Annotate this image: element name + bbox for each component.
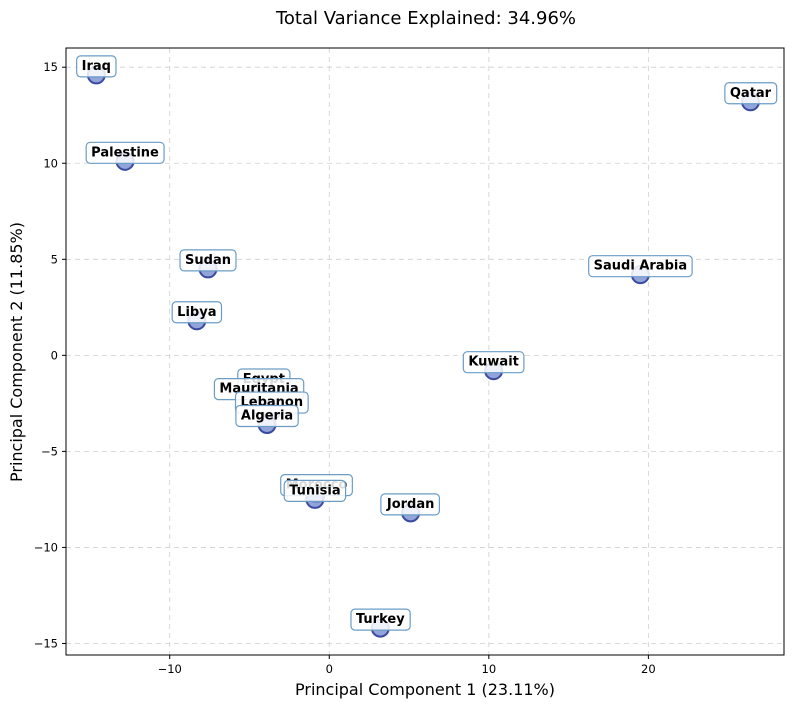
point-labels: Iraq Palestine Qatar Sudan Saudi Arabia Libya… — [76, 55, 778, 631]
point-label-box — [85, 141, 165, 164]
point-label-box — [462, 351, 525, 374]
point-label-box — [76, 55, 117, 78]
point-label: Libya — [171, 301, 223, 324]
point-label-text: Palestine — [91, 145, 159, 160]
point-label-box — [235, 404, 299, 428]
point-label-text: Saudi Arabia — [594, 259, 687, 274]
y-tick-label: −15 — [34, 636, 58, 650]
point-label-text: Qatar — [730, 86, 772, 101]
point-label-text: Turkey — [356, 612, 405, 627]
point-label-text: Algeria — [241, 408, 293, 423]
y-tick-label: −10 — [34, 540, 58, 554]
point-label-text: Tunisia — [289, 483, 340, 498]
point-label-text: Sudan — [185, 253, 231, 268]
point-label: Turkey — [350, 608, 411, 631]
data-points — [86, 65, 760, 638]
point-label: Kuwait — [462, 351, 525, 374]
y-tick-label: 10 — [43, 156, 58, 170]
chart-title: Total Variance Explained: 34.96% — [275, 8, 576, 29]
plot-frame — [65, 47, 785, 656]
x-tick-label: −10 — [158, 662, 182, 676]
point-label-box — [380, 493, 440, 516]
point-label-box — [724, 82, 778, 105]
point-label: Jordan — [380, 493, 440, 516]
y-tick-label: −5 — [41, 444, 58, 458]
x-axis-ticks: −10 0 10 20 — [158, 655, 656, 676]
point-label-box — [179, 249, 237, 272]
x-tick-label: 10 — [482, 662, 497, 676]
point-label: Iraq — [76, 55, 117, 78]
point-label-text: Kuwait — [468, 355, 519, 370]
point-label-text: Iraq — [82, 59, 111, 74]
y-axis-ticks: −15 −10 −5 0 5 10 15 — [34, 60, 66, 650]
point-label-box — [171, 301, 223, 324]
point-label-box — [283, 479, 347, 503]
x-tick-label: 20 — [641, 662, 656, 676]
y-axis-label: Principal Component 2 (11.85%) — [7, 222, 26, 482]
point-label-box — [588, 255, 693, 278]
grid-lines — [66, 48, 784, 655]
point-label-text: Libya — [177, 305, 216, 320]
y-tick-label: 0 — [51, 348, 58, 362]
x-tick-label: 0 — [326, 662, 333, 676]
point-label: Sudan — [179, 249, 237, 272]
y-tick-label: 15 — [43, 60, 58, 74]
point-label: Palestine — [85, 141, 165, 164]
point-label-text: Jordan — [386, 497, 435, 512]
point-label: Tunisia — [283, 479, 347, 503]
point-label: Qatar — [724, 82, 778, 105]
point-label: Algeria — [235, 404, 299, 428]
y-tick-label: 5 — [51, 252, 58, 266]
point-label: Saudi Arabia — [588, 255, 693, 278]
x-axis-label: Principal Component 1 (23.11%) — [295, 680, 555, 699]
point-label-box — [350, 608, 411, 631]
